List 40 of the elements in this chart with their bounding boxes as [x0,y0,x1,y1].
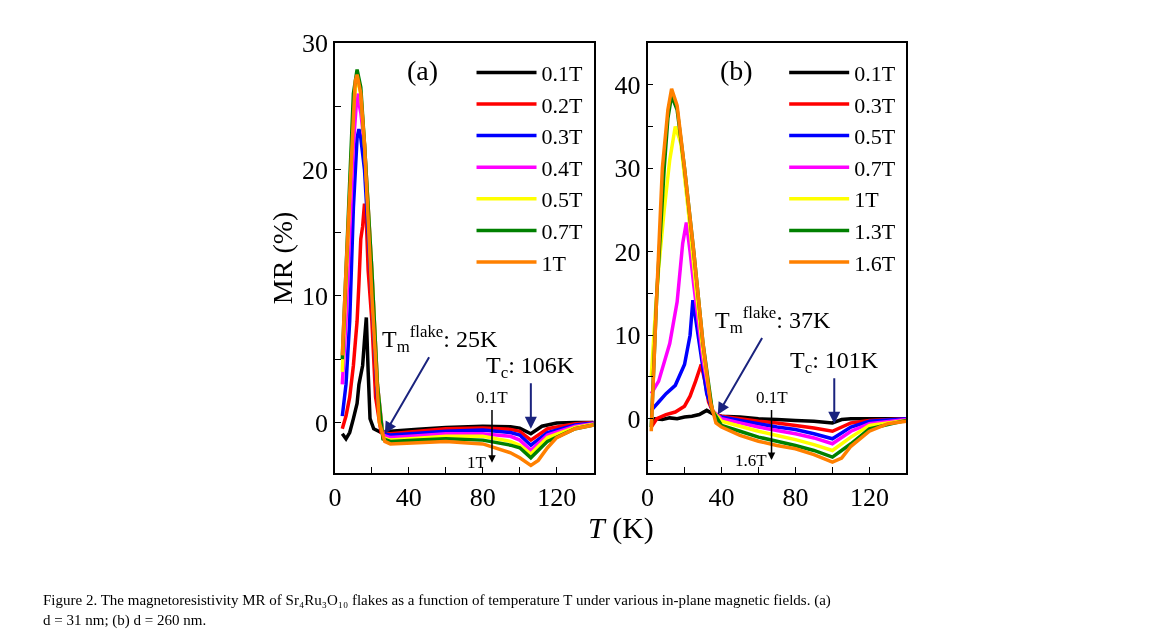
x-axis-title: T (K) [588,511,654,545]
legend-label: 1.6T [854,250,896,276]
y-tick-label: 40 [614,70,641,100]
y-tick-label: 20 [614,237,641,267]
y-tick-label: 30 [301,29,328,59]
y-tick-label: 10 [614,321,641,351]
legend-label: 1.3T [854,218,896,244]
x-tick-label: 120 [849,482,889,512]
legend-label: 0.3T [541,124,584,150]
annotation: 0.1T [756,388,789,407]
legend-label: 1T [541,250,567,276]
y-tick-label: 10 [301,282,328,312]
y-axis-title: MR (%) [267,211,299,305]
y-tick-label: 30 [614,154,641,184]
annotation: 1T [467,453,487,472]
annotation: 0.1T [476,388,509,407]
x-tick-label: 80 [782,482,809,512]
annotation: (b) [720,55,753,86]
annotation: 1.6T [735,451,768,470]
legend-label: 0.4T [541,155,584,181]
annotation: T$_{m}$$^{flake}$: 37K [715,303,831,338]
legend-label: 0.2T [541,92,584,118]
y-tick-label: 20 [301,155,328,185]
legend-label: 0.1T [541,60,584,86]
legend-label: 0.5T [854,124,896,150]
y-tick-label: 0 [314,408,328,438]
annotation: (a) [407,55,439,86]
x-tick-label: 120 [537,482,577,512]
caption: Figure 2. The magnetoresistivity MR of Sr₄Ru₃O₁₀ flakes as a function of temperature T under various in-plane magnetic fields. (a) d = 31 nm; (b) d = 260 nm. [43,592,831,629]
legend-label: 0.5T [541,187,584,213]
legend-label: 0.7T [541,218,584,244]
legend-label: 0.1T [854,60,896,86]
x-tick-label: 40 [708,482,735,512]
y-tick-label: 0 [627,404,641,434]
x-tick-label: 80 [469,482,496,512]
legend-label: 0.3T [854,92,896,118]
annotation: T$_{c}$: 101K [790,347,879,378]
x-tick-label: 40 [395,482,422,512]
legend-label: 1T [854,187,880,213]
legend-label: 0.7T [854,155,896,181]
